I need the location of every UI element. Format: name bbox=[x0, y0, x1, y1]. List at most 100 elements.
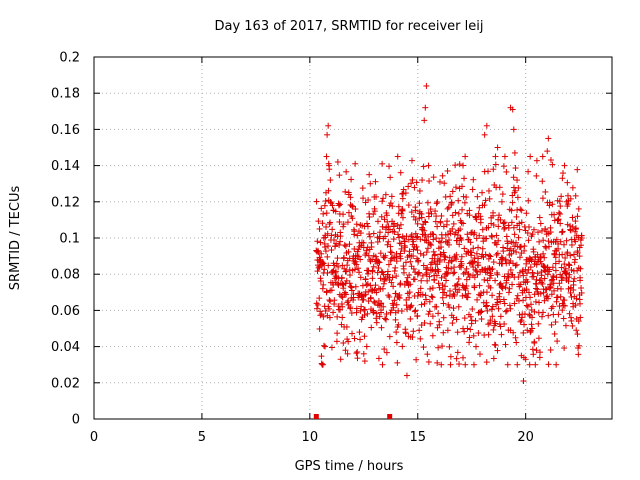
data-point bbox=[320, 235, 327, 241]
data-point bbox=[433, 200, 440, 207]
data-point bbox=[521, 243, 528, 250]
data-point bbox=[574, 213, 581, 220]
data-point bbox=[567, 227, 574, 234]
data-point bbox=[487, 317, 494, 324]
data-point bbox=[434, 359, 441, 366]
data-point bbox=[532, 361, 539, 368]
data-point bbox=[408, 231, 415, 238]
data-point bbox=[557, 271, 564, 278]
data-point bbox=[340, 211, 347, 218]
data-point bbox=[561, 345, 568, 352]
data-point bbox=[407, 315, 414, 322]
data-point bbox=[369, 275, 376, 282]
data-point bbox=[500, 248, 507, 255]
data-point bbox=[534, 270, 541, 277]
data-point bbox=[472, 266, 479, 273]
data-point bbox=[447, 193, 454, 200]
data-point bbox=[545, 243, 552, 250]
data-point bbox=[416, 200, 423, 207]
data-point bbox=[501, 300, 508, 307]
data-point bbox=[540, 250, 547, 257]
data-point bbox=[569, 214, 576, 221]
data-point bbox=[553, 361, 560, 368]
data-point bbox=[431, 258, 438, 265]
data-point bbox=[439, 294, 446, 301]
data-point bbox=[485, 331, 492, 338]
data-point bbox=[320, 281, 327, 288]
y-tick-label: 0.18 bbox=[51, 87, 80, 102]
data-point bbox=[549, 264, 556, 271]
data-point bbox=[475, 330, 482, 337]
data-point bbox=[424, 245, 431, 252]
data-point bbox=[541, 297, 548, 304]
data-point bbox=[461, 315, 468, 322]
data-point bbox=[332, 243, 339, 250]
data-point bbox=[523, 210, 530, 217]
data-point bbox=[530, 248, 537, 255]
data-point bbox=[439, 172, 446, 179]
data-point bbox=[408, 157, 415, 164]
data-point bbox=[389, 203, 396, 210]
data-point bbox=[421, 227, 428, 234]
data-point bbox=[425, 358, 432, 365]
data-point bbox=[461, 199, 468, 206]
data-point bbox=[483, 289, 490, 296]
y-tick-label: 0.1 bbox=[59, 232, 80, 247]
data-point bbox=[574, 331, 581, 338]
data-point bbox=[360, 350, 367, 357]
data-point bbox=[564, 201, 571, 208]
data-point bbox=[456, 161, 463, 168]
data-point bbox=[386, 293, 393, 300]
data-point bbox=[324, 230, 331, 237]
data-point bbox=[336, 291, 343, 298]
data-point bbox=[327, 298, 334, 305]
data-point bbox=[458, 236, 465, 243]
data-point bbox=[506, 285, 513, 292]
data-point bbox=[456, 361, 463, 368]
data-point bbox=[315, 264, 322, 271]
data-point bbox=[498, 331, 505, 338]
data-point bbox=[479, 245, 486, 252]
data-point bbox=[575, 351, 582, 358]
data-point bbox=[339, 314, 346, 321]
data-point bbox=[529, 314, 536, 321]
data-point bbox=[555, 216, 562, 223]
data-point bbox=[332, 268, 339, 275]
data-point bbox=[349, 330, 356, 337]
data-point bbox=[383, 316, 390, 323]
data-point bbox=[510, 224, 517, 231]
data-point bbox=[322, 248, 329, 255]
data-point bbox=[492, 320, 499, 327]
data-point bbox=[415, 257, 422, 264]
data-point bbox=[533, 347, 540, 354]
data-point bbox=[540, 237, 547, 244]
data-point bbox=[385, 261, 392, 268]
data-point bbox=[460, 354, 467, 361]
zero-markers bbox=[313, 414, 393, 419]
data-point bbox=[454, 329, 461, 336]
data-point bbox=[516, 226, 523, 233]
data-point bbox=[506, 302, 513, 309]
data-point bbox=[432, 208, 439, 215]
data-point bbox=[328, 200, 335, 207]
data-point bbox=[429, 313, 436, 320]
data-point bbox=[429, 231, 436, 238]
data-point bbox=[315, 218, 322, 225]
data-point bbox=[374, 218, 381, 225]
data-point bbox=[499, 191, 506, 198]
data-point bbox=[461, 245, 468, 252]
data-point bbox=[369, 268, 376, 275]
data-point bbox=[417, 335, 424, 342]
data-point bbox=[470, 176, 477, 183]
data-point bbox=[376, 259, 383, 266]
data-point bbox=[408, 302, 415, 309]
data-point bbox=[347, 283, 354, 290]
data-point bbox=[447, 353, 454, 360]
data-point bbox=[441, 253, 448, 260]
data-point bbox=[393, 301, 400, 308]
data-point bbox=[361, 333, 368, 340]
data-point bbox=[397, 255, 404, 262]
data-point bbox=[545, 312, 552, 319]
data-point bbox=[429, 294, 436, 301]
data-point bbox=[564, 179, 571, 186]
